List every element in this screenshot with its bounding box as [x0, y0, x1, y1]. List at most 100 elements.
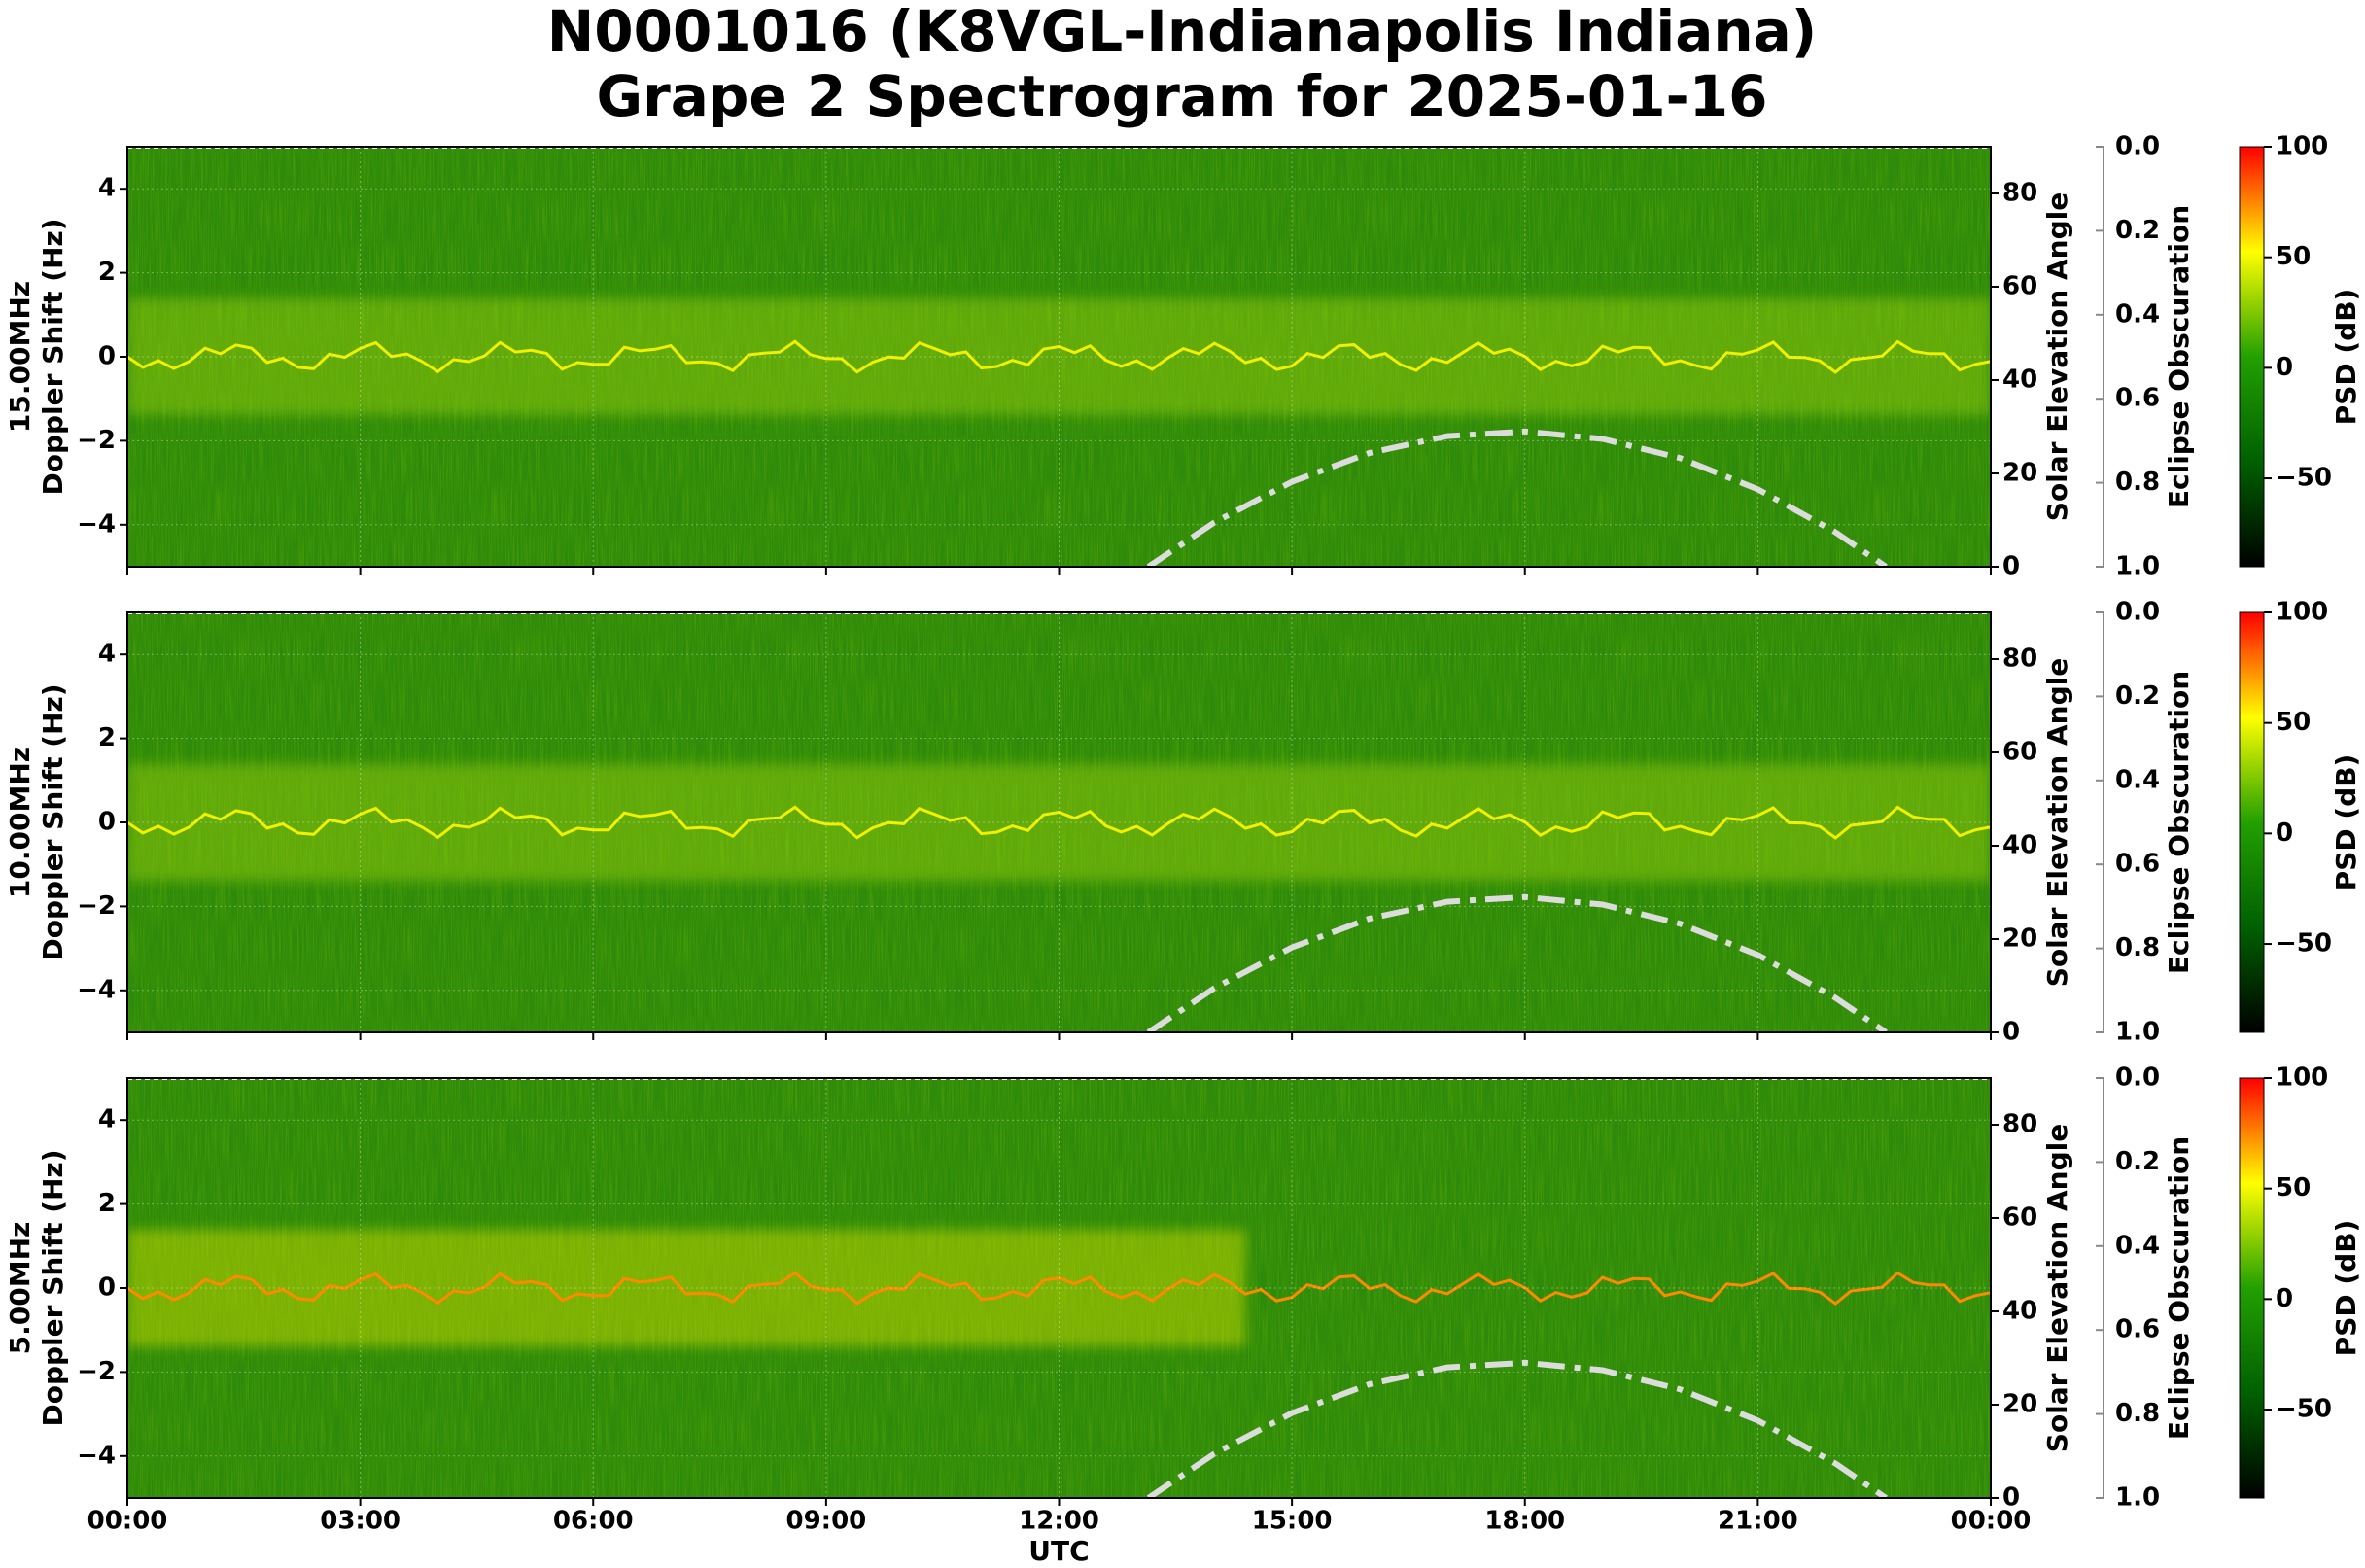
y-axis-label: Doppler Shift (Hz)	[37, 218, 69, 495]
colorbar-tick-label: 0	[2276, 819, 2293, 848]
colorbar-label: PSD (dB)	[2330, 754, 2362, 891]
y-axis-label: Doppler Shift (Hz)	[37, 683, 69, 960]
band-label: 10.00MHz	[4, 747, 36, 898]
eclipse-axis-label: Eclipse Obscuration	[2163, 205, 2195, 508]
y2-tick-label: 40	[2002, 1297, 2037, 1326]
chart-title: N0001016 (K8VGL-Indianapolis Indiana)	[547, 0, 1818, 64]
eclipse-tick-label: 0.4	[2115, 299, 2160, 329]
x-tick-label: 18:00	[1484, 1507, 1565, 1536]
y-tick-label: −4	[77, 1441, 116, 1470]
colorbar-tick-label: −50	[2276, 464, 2332, 493]
y-tick-label: −4	[77, 509, 116, 539]
colorbar-label: PSD (dB)	[2330, 1220, 2362, 1357]
y-tick-label: 0	[98, 808, 116, 837]
eclipse-tick-label: 0.0	[2115, 598, 2160, 627]
chart-subtitle: Grape 2 Spectrogram for 2025-01-16	[597, 63, 1768, 129]
y2-axis-label: Solar Elevation Angle	[2041, 658, 2073, 987]
y2-tick-label: 0	[2002, 552, 2020, 581]
eclipse-tick-label: 1.0	[2115, 552, 2160, 581]
plot-frame	[126, 146, 1992, 568]
y-tick-label: −4	[77, 975, 116, 1004]
signal-glow	[127, 1230, 1246, 1346]
colorbar-tick-label: 100	[2276, 1063, 2328, 1093]
y2-tick-label: 40	[2002, 366, 2037, 395]
y2-axis-label: Solar Elevation Angle	[2041, 1124, 2073, 1452]
eclipse-tick-label: 0.6	[2115, 1315, 2160, 1344]
y2-tick-label: 20	[2002, 459, 2037, 488]
colorbar-tick-label: 50	[2276, 1173, 2311, 1202]
signal-traces	[127, 764, 1991, 881]
signal-trace	[127, 1271, 1991, 1306]
y-tick-label: 2	[98, 1189, 116, 1218]
y-tick-label: 4	[98, 174, 116, 203]
x-tick-label: 09:00	[785, 1507, 866, 1536]
x-axis-label: UTC	[1028, 1535, 1089, 1567]
eclipse-tick-label: 0.4	[2115, 765, 2160, 794]
y2-tick-label: 60	[2002, 272, 2037, 301]
solar-elevation-line	[1146, 893, 1888, 1032]
eclipse-tick-label: 0.6	[2115, 384, 2160, 413]
x-tick-label: 15:00	[1252, 1507, 1333, 1536]
plot-frame	[126, 1077, 1992, 1499]
eclipse-tick-label: 0.6	[2115, 850, 2160, 879]
signal-traces	[127, 1230, 1991, 1346]
signal-trace	[127, 339, 1991, 374]
eclipse-tick-label: 0.0	[2115, 1063, 2160, 1093]
eclipse-tick-label: 0.8	[2115, 468, 2160, 497]
eclipse-tick-label: 1.0	[2115, 1018, 2160, 1047]
y2-tick-label: 80	[2002, 179, 2037, 208]
colorbar	[2239, 611, 2265, 1033]
eclipse-tick-label: 0.8	[2115, 933, 2160, 962]
signal-glow	[127, 298, 1991, 415]
colorbar	[2239, 146, 2265, 568]
colorbar-label: PSD (dB)	[2330, 289, 2362, 426]
y2-tick-label: 60	[2002, 1203, 2037, 1233]
y2-axis-label: Solar Elevation Angle	[2041, 192, 2073, 521]
colorbar-tick-label: 100	[2276, 132, 2328, 161]
y2-tick-label: 20	[2002, 1390, 2037, 1419]
y-tick-label: 4	[98, 640, 116, 669]
band-label: 5.00MHz	[4, 1222, 36, 1355]
signal-glow	[127, 764, 1991, 881]
y2-tick-label: 40	[2002, 831, 2037, 860]
eclipse-tick-label: 0.0	[2115, 132, 2160, 161]
eclipse-axis-label: Eclipse Obscuration	[2163, 1136, 2195, 1440]
colorbar-tick-label: 50	[2276, 242, 2311, 271]
y-tick-label: 2	[98, 258, 116, 287]
eclipse-tick-label: 0.2	[2115, 216, 2160, 245]
colorbar-tick-label: 0	[2276, 353, 2293, 382]
x-tick-label: 21:00	[1718, 1507, 1798, 1536]
eclipse-tick-label: 0.8	[2115, 1399, 2160, 1428]
y2-tick-label: 0	[2002, 1483, 2020, 1513]
x-tick-label: 00:00	[1951, 1507, 2032, 1536]
y-tick-label: −2	[77, 426, 116, 455]
y-tick-label: 0	[98, 342, 116, 371]
y2-tick-label: 80	[2002, 645, 2037, 674]
colorbar-tick-label: 100	[2276, 598, 2328, 627]
y-tick-label: −2	[77, 891, 116, 921]
eclipse-tick-label: 1.0	[2115, 1483, 2160, 1513]
colorbar-tick-label: −50	[2276, 929, 2332, 958]
y2-tick-label: 20	[2002, 924, 2037, 954]
y2-tick-label: 60	[2002, 738, 2037, 767]
y-tick-label: −2	[77, 1357, 116, 1386]
signal-traces	[127, 298, 1991, 415]
y-tick-label: 2	[98, 723, 116, 752]
y2-tick-label: 80	[2002, 1110, 2037, 1139]
eclipse-tick-label: 0.2	[2115, 681, 2160, 711]
y2-tick-label: 0	[2002, 1018, 2020, 1047]
colorbar	[2239, 1077, 2265, 1499]
eclipse-tick-label: 0.2	[2115, 1147, 2160, 1176]
signal-trace	[127, 805, 1991, 840]
colorbar-tick-label: −50	[2276, 1395, 2332, 1424]
eclipse-tick-label: 0.4	[2115, 1231, 2160, 1260]
x-tick-label: 12:00	[1019, 1507, 1099, 1536]
x-tick-label: 03:00	[320, 1507, 400, 1536]
solar-elevation-line	[1146, 428, 1888, 567]
eclipse-axis-label: Eclipse Obscuration	[2163, 671, 2195, 974]
plot-frame	[126, 611, 1992, 1033]
y-tick-label: 4	[98, 1105, 116, 1134]
x-tick-label: 00:00	[87, 1507, 168, 1536]
